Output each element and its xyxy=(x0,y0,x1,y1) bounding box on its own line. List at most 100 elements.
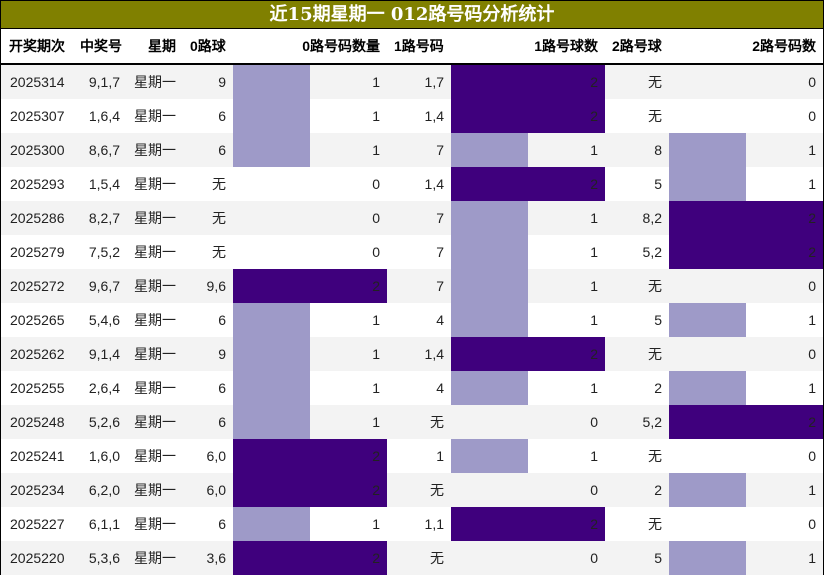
header-weekday: 星期 xyxy=(148,38,176,54)
route2-count-bar xyxy=(669,133,746,167)
route0-count-cell: 1 xyxy=(372,346,380,362)
period-cell: 2025293 xyxy=(10,176,65,192)
table-row: 2025234 6,2,0 星期一 6,0 2 无 0 2 1 xyxy=(0,473,824,507)
route0-count-bar xyxy=(233,371,310,405)
route0-balls-cell: 6 xyxy=(218,312,226,328)
weekday-cell: 星期一 xyxy=(134,448,176,464)
route2-balls-cell: 8,2 xyxy=(642,210,662,226)
route0-balls-cell: 3,6 xyxy=(206,550,226,566)
route1-count-bar xyxy=(451,303,528,337)
route0-count-cell: 0 xyxy=(372,176,380,192)
route2-count-cell: 0 xyxy=(808,278,816,294)
route2-balls-cell: 2 xyxy=(654,380,662,396)
table-row: 2025262 9,1,4 星期一 9 1 1,4 2 无 0 xyxy=(0,337,824,371)
route1-balls-cell: 无 xyxy=(430,482,444,498)
table-row: 2025286 8,2,7 星期一 无 0 7 1 8,2 2 xyxy=(0,201,824,235)
header-route1-count: 1路号球数 xyxy=(534,38,598,54)
route1-balls-cell: 1,1 xyxy=(424,516,444,532)
route0-count-cell: 1 xyxy=(372,380,380,396)
route1-balls-cell: 1,4 xyxy=(424,346,444,362)
numbers-cell: 1,6,4 xyxy=(88,108,120,124)
route2-count-cell: 0 xyxy=(808,516,816,532)
weekday-cell: 星期一 xyxy=(134,142,176,158)
route2-count-cell: 1 xyxy=(808,142,816,158)
table-row: 2025248 5,2,6 星期一 6 1 无 0 5,2 2 xyxy=(0,405,824,439)
header-route2-count: 2路号码数 xyxy=(752,38,816,54)
weekday-cell: 星期一 xyxy=(134,346,176,362)
route1-balls-cell: 4 xyxy=(436,312,444,328)
route1-balls-cell: 1,4 xyxy=(424,176,444,192)
route2-count-bar xyxy=(669,167,746,201)
period-cell: 2025272 xyxy=(10,278,65,294)
route0-balls-cell: 9 xyxy=(218,74,226,90)
route1-count-cell: 2 xyxy=(590,74,598,90)
weekday-cell: 星期一 xyxy=(134,550,176,566)
weekday-cell: 星期一 xyxy=(134,312,176,328)
route1-balls-cell: 7 xyxy=(436,244,444,260)
header-route2-balls: 2路号球 xyxy=(612,38,662,54)
route2-count-cell: 2 xyxy=(808,210,816,226)
route1-balls-cell: 1,7 xyxy=(424,74,444,90)
route1-count-bar xyxy=(451,65,605,99)
route0-count-bar xyxy=(233,269,387,303)
route1-count-bar xyxy=(451,371,528,405)
route2-count-bar xyxy=(669,473,746,507)
route0-count-cell: 1 xyxy=(372,142,380,158)
route2-count-cell: 1 xyxy=(808,312,816,328)
table-row: 2025300 8,6,7 星期一 6 1 7 1 8 1 xyxy=(0,133,824,167)
route2-count-bar xyxy=(669,405,823,439)
route1-count-cell: 1 xyxy=(590,278,598,294)
route0-count-bar xyxy=(233,439,387,473)
header-route1-balls: 1路号码 xyxy=(394,38,444,54)
route0-balls-cell: 无 xyxy=(212,244,226,260)
period-cell: 2025286 xyxy=(10,210,65,226)
period-cell: 2025262 xyxy=(10,346,65,362)
route2-balls-cell: 5 xyxy=(654,176,662,192)
route1-count-bar xyxy=(451,167,605,201)
route2-balls-cell: 无 xyxy=(648,516,662,532)
route0-count-cell: 1 xyxy=(372,74,380,90)
route1-count-cell: 1 xyxy=(590,312,598,328)
route0-count-cell: 1 xyxy=(372,108,380,124)
numbers-cell: 1,6,0 xyxy=(88,448,120,464)
numbers-cell: 6,1,1 xyxy=(88,516,120,532)
route2-count-bar xyxy=(669,371,746,405)
route1-balls-cell: 4 xyxy=(436,380,444,396)
route1-count-cell: 2 xyxy=(590,108,598,124)
route2-balls-cell: 无 xyxy=(648,346,662,362)
period-cell: 2025248 xyxy=(10,414,65,430)
period-cell: 2025307 xyxy=(10,108,65,124)
route0-balls-cell: 无 xyxy=(212,176,226,192)
route2-balls-cell: 5 xyxy=(654,312,662,328)
table-row: 2025272 9,6,7 星期一 9,6 2 7 1 无 0 xyxy=(0,269,824,303)
route2-count-cell: 1 xyxy=(808,380,816,396)
route2-balls-cell: 无 xyxy=(648,278,662,294)
route2-count-cell: 0 xyxy=(808,108,816,124)
route0-count-cell: 1 xyxy=(372,312,380,328)
route2-count-bar xyxy=(669,201,823,235)
weekday-cell: 星期一 xyxy=(134,414,176,430)
route1-count-cell: 0 xyxy=(590,482,598,498)
numbers-cell: 7,5,2 xyxy=(88,244,120,260)
route2-balls-cell: 无 xyxy=(648,108,662,124)
route1-count-cell: 1 xyxy=(590,244,598,260)
route0-count-bar xyxy=(233,303,310,337)
period-cell: 2025234 xyxy=(10,482,65,498)
route0-count-cell: 2 xyxy=(372,482,380,498)
route0-count-bar xyxy=(233,65,310,99)
route0-balls-cell: 无 xyxy=(212,210,226,226)
route1-count-bar xyxy=(451,201,528,235)
route0-count-bar xyxy=(233,133,310,167)
route2-balls-cell: 2 xyxy=(654,482,662,498)
route0-balls-cell: 6 xyxy=(218,108,226,124)
header-route0-count: 0路号码数量 xyxy=(302,38,380,54)
period-cell: 2025255 xyxy=(10,380,65,396)
route1-count-cell: 2 xyxy=(590,516,598,532)
table-row: 2025241 1,6,0 星期一 6,0 2 1 1 无 0 xyxy=(0,439,824,473)
route0-balls-cell: 9 xyxy=(218,346,226,362)
period-cell: 2025300 xyxy=(10,142,65,158)
route0-count-cell: 2 xyxy=(372,278,380,294)
numbers-cell: 2,6,4 xyxy=(88,380,120,396)
table-row: 2025255 2,6,4 星期一 6 1 4 1 2 1 xyxy=(0,371,824,405)
header-route0-balls: 0路球 xyxy=(190,38,226,54)
